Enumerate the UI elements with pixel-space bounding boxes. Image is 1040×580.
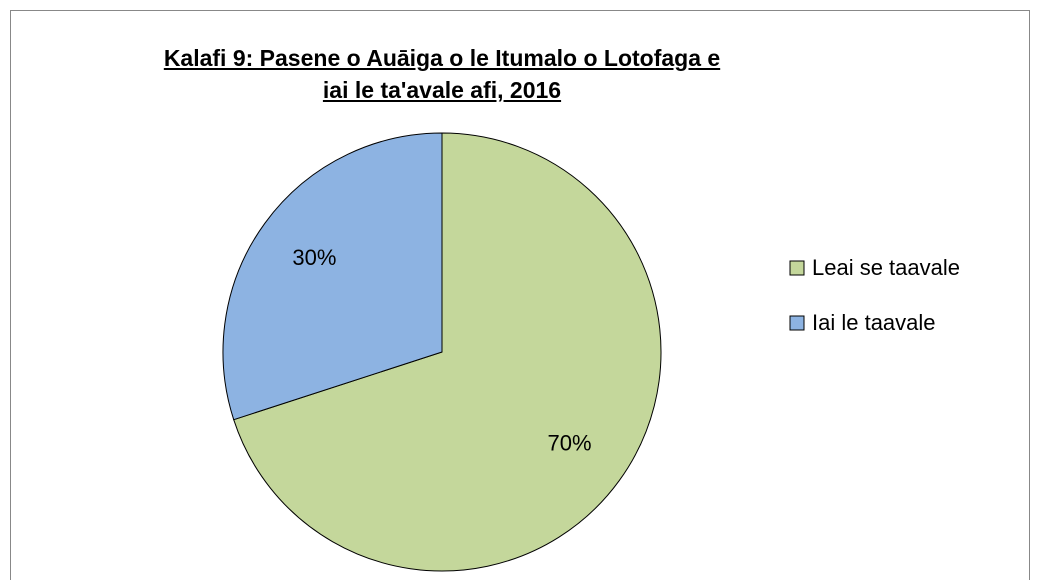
chart-title: Kalafi 9: Pasene o Auāiga o le Itumalo o… [163,45,721,103]
pie-slice [233,132,662,572]
data-label: 70% [548,430,592,455]
legend-swatch [789,260,805,276]
legend-label: Leai se taavale [812,255,960,280]
data-label: 30% [292,245,336,270]
pie-slice [222,132,443,421]
legend-swatch [789,315,805,331]
legend-label: Iai le taavale [812,310,936,335]
